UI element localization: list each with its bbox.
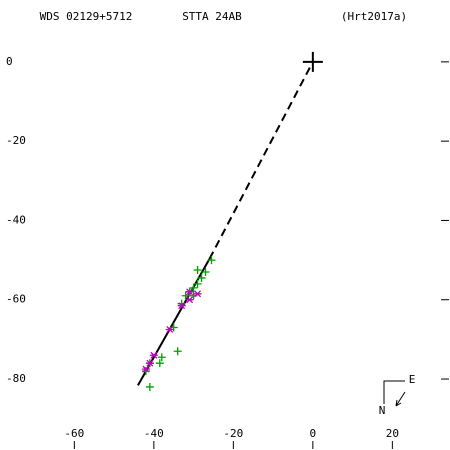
point	[177, 302, 186, 310]
point	[157, 353, 166, 362]
point	[173, 347, 182, 356]
compass-arrow	[395, 391, 406, 407]
chart-subtitle: STTA 24AB	[182, 10, 242, 23]
compass-axes	[383, 380, 405, 404]
point	[145, 382, 154, 391]
x-tick-label: -20	[223, 427, 243, 440]
point	[185, 296, 194, 304]
compass	[383, 380, 406, 407]
point	[149, 351, 158, 359]
y-tick-label: -80	[6, 372, 26, 385]
point	[155, 359, 164, 368]
y-tick-label: -60	[6, 293, 26, 306]
x-tick-label: 0	[310, 427, 317, 440]
point	[197, 273, 206, 282]
point	[193, 290, 202, 298]
point	[141, 365, 150, 373]
point	[207, 256, 216, 265]
primary-star	[302, 51, 323, 72]
point	[193, 266, 202, 274]
x-tick-label: -40	[144, 427, 164, 440]
point	[193, 279, 202, 288]
point	[201, 267, 210, 276]
point	[165, 326, 174, 333]
chart-title: WDS 02129+5712	[40, 10, 133, 23]
point	[189, 283, 198, 292]
point	[185, 288, 194, 296]
y-tick-label: -20	[6, 134, 26, 147]
x-tick-label: -60	[64, 427, 84, 440]
point	[145, 359, 154, 367]
x-tick-label: 20	[386, 427, 399, 440]
reference: (Hrt2017a)	[341, 10, 407, 23]
compass-east: E	[409, 373, 416, 386]
orbit-line	[208, 61, 314, 260]
y-tick-label: 0	[6, 55, 13, 68]
point	[181, 291, 190, 300]
y-tick-label: -40	[6, 213, 26, 226]
compass-north: N	[379, 404, 386, 417]
